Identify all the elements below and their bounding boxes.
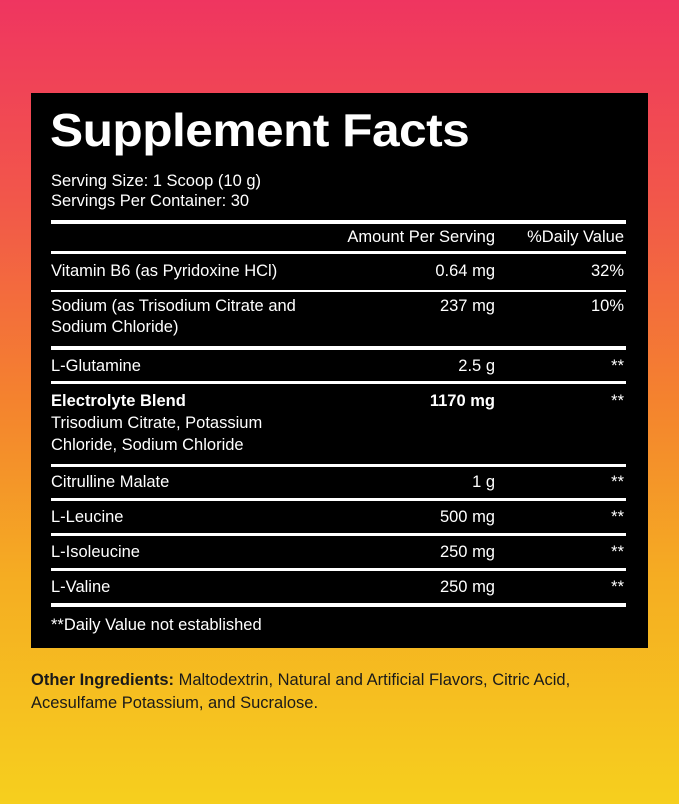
divider-thick (51, 220, 626, 224)
nutrient-dv: ** (611, 508, 624, 526)
nutrient-amount: 237 mg (439, 297, 495, 315)
divider (51, 498, 626, 501)
divider-thick (51, 346, 626, 350)
amount-header: Amount Per Serving (347, 228, 495, 246)
nutrient-amount: 250 mg (439, 543, 495, 561)
nutrient-name: Citrulline Malate (51, 473, 170, 491)
nutrient-dv: 10% (590, 297, 624, 315)
supplement-facts-panel: Supplement Facts Serving Size: 1 Scoop (… (31, 93, 648, 648)
nutrient-name: L-Leucine (51, 508, 124, 526)
divider (51, 568, 626, 571)
divider (51, 464, 626, 467)
serving-size: Serving Size: 1 Scoop (10 g) (51, 172, 262, 190)
divider (51, 290, 626, 292)
other-ingredients: Other Ingredients: Maltodextrin, Natural… (31, 669, 651, 715)
divider (51, 251, 626, 254)
divider (51, 533, 626, 536)
blend-components: Trisodium Citrate, Potassium Chloride, S… (51, 414, 263, 454)
nutrient-amount: 1 g (472, 473, 495, 491)
other-ingredients-label: Other Ingredients: (31, 671, 175, 689)
dv-header: %Daily Value (527, 228, 624, 246)
nutrient-dv: ** (611, 392, 624, 410)
nutrient-name: Sodium (as Trisodium Citrate and Sodium … (51, 297, 296, 336)
nutrient-amount: 0.64 mg (435, 262, 495, 280)
nutrient-dv: ** (611, 578, 624, 596)
footnote: **Daily Value not established (51, 616, 262, 634)
nutrient-name: L-Glutamine (51, 357, 141, 375)
nutrient-amount: 250 mg (439, 578, 495, 596)
nutrient-name: L-Valine (51, 578, 111, 596)
nutrient-name: L-Isoleucine (51, 543, 140, 561)
other-ingredients-text: Maltodextrin, Natural and Artificial Fla… (31, 671, 571, 712)
nutrient-dv: 32% (590, 262, 624, 280)
blend-name: Electrolyte Blend (51, 392, 186, 410)
nutrient-amount: 2.5 g (458, 357, 495, 375)
divider (51, 381, 626, 384)
nutrient-amount: 500 mg (439, 508, 495, 526)
nutrient-name: Vitamin B6 (as Pyridoxine HCl) (51, 262, 278, 280)
nutrient-dv: ** (611, 473, 624, 491)
nutrient-dv: ** (611, 357, 624, 375)
panel-title: Supplement Facts (50, 104, 470, 156)
divider-thick (51, 603, 626, 607)
nutrient-dv: ** (611, 543, 624, 561)
nutrient-amount: 1170 mg (429, 392, 495, 410)
servings-per-container: Servings Per Container: 30 (51, 192, 250, 210)
